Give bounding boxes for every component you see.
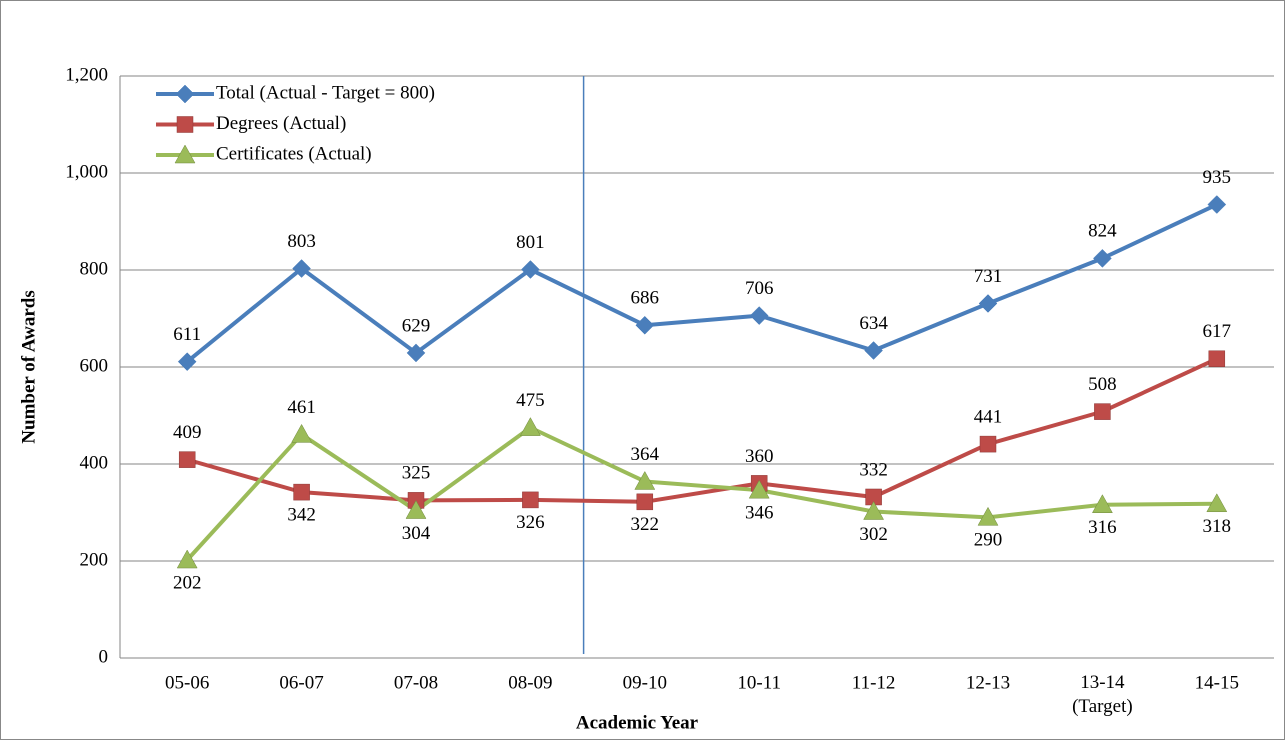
data-point: [748, 479, 770, 499]
x-tick-label: 08-09: [508, 672, 552, 693]
data-point: [1094, 403, 1111, 420]
data-point: [519, 417, 541, 436]
y-tick-label: 800: [80, 258, 109, 279]
data-point: [977, 506, 999, 526]
x-tick-label: 09-10: [623, 672, 667, 693]
data-point: [292, 259, 311, 278]
data-label: 824: [1088, 221, 1117, 242]
data-point: [522, 491, 539, 509]
y-tick-label: 0: [99, 646, 109, 667]
data-point: [177, 352, 197, 372]
data-label: 475: [516, 390, 545, 411]
data-label: 342: [287, 504, 316, 525]
data-point: [1091, 494, 1113, 513]
y-tick-label: 1,200: [65, 64, 108, 85]
data-point: [1093, 249, 1112, 268]
data-label: 801: [516, 232, 545, 253]
x-tick-label: 05-06: [165, 672, 209, 693]
data-point: [405, 500, 427, 519]
data-label: 325: [402, 463, 431, 484]
data-label: 706: [745, 278, 774, 299]
data-point: [635, 315, 655, 335]
data-label: 322: [631, 514, 660, 535]
legend-label: Total (Actual - Target = 800): [216, 82, 435, 103]
x-tick-label: 06-07: [279, 672, 323, 693]
data-label: 935: [1203, 167, 1232, 188]
legend-marker: [174, 144, 196, 164]
x-tick-label: 14-15: [1195, 672, 1239, 693]
data-point: [749, 306, 769, 325]
data-point: [521, 260, 540, 279]
data-label: 202: [173, 572, 202, 593]
data-point: [979, 435, 997, 453]
data-label: 364: [631, 444, 660, 465]
x-tick-label-line: (Target): [1072, 696, 1133, 717]
y-tick-label: 600: [80, 355, 109, 376]
data-label: 304: [402, 523, 431, 544]
data-label: 461: [287, 397, 316, 418]
data-label: 409: [173, 422, 202, 443]
data-label: 316: [1088, 517, 1117, 538]
data-label: 731: [974, 266, 1003, 287]
x-tick-label: 11-12: [852, 672, 896, 693]
series-line: [186, 356, 1218, 504]
x-tick-label: 13-14 (Target): [1072, 672, 1133, 717]
series-line: [185, 202, 1218, 364]
data-label: 634: [859, 313, 888, 334]
data-point: [406, 343, 426, 363]
x-tick-label: 10-11: [737, 672, 781, 693]
x-tick-label-line: 13-14: [1080, 672, 1125, 693]
data-point: [1208, 350, 1226, 368]
data-point: [1206, 493, 1228, 513]
data-label: 318: [1203, 516, 1232, 537]
data-label: 326: [516, 512, 545, 533]
legend-label: Degrees (Actual): [216, 113, 346, 134]
data-point: [1207, 195, 1227, 214]
x-tick-label: 07-08: [394, 672, 438, 693]
y-axis-title: Number of Awards: [18, 290, 39, 443]
data-point: [293, 483, 310, 501]
data-point: [864, 341, 883, 360]
data-label: 290: [974, 530, 1003, 551]
data-label: 611: [173, 324, 201, 345]
data-label: 508: [1088, 374, 1117, 395]
data-label: 346: [745, 503, 774, 524]
data-point: [291, 423, 313, 443]
data-label: 617: [1203, 321, 1232, 342]
data-label: 629: [402, 315, 431, 336]
data-label: 441: [974, 406, 1003, 427]
data-label: 686: [631, 288, 660, 309]
data-point: [863, 501, 885, 520]
data-label: 803: [287, 231, 316, 252]
legend-marker: [176, 116, 194, 133]
y-tick-label: 200: [80, 549, 109, 570]
y-tick-label: 400: [80, 452, 109, 473]
y-tick-label: 1,000: [65, 161, 108, 182]
x-axis-title: Academic Year: [576, 712, 699, 733]
data-label: 332: [859, 459, 888, 480]
legend-label: Certificates (Actual): [216, 143, 372, 164]
data-label: 360: [745, 446, 774, 467]
data-point: [178, 451, 196, 468]
data-point: [634, 470, 656, 490]
data-label: 302: [859, 524, 888, 545]
data-point: [636, 493, 654, 511]
series-line: [185, 425, 1217, 562]
data-point: [176, 549, 198, 569]
data-point: [978, 294, 998, 313]
x-tick-label: 12-13: [966, 672, 1010, 693]
legend-marker: [175, 84, 195, 104]
